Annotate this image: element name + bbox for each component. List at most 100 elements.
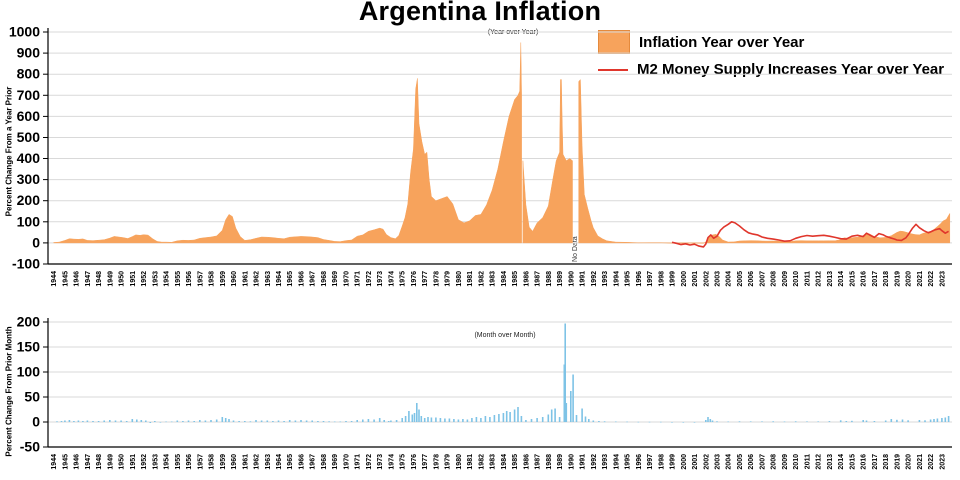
mom-bar	[572, 374, 574, 422]
x-tick-label: 2005	[737, 454, 744, 470]
mom-bar	[457, 419, 460, 422]
x-tick-label: 1978	[433, 271, 440, 287]
x-tick-label: 1996	[636, 454, 643, 470]
x-tick-label: 1984	[501, 454, 508, 470]
x-tick-label: 2015	[849, 454, 856, 470]
mom-bar	[592, 420, 595, 422]
x-tick-label: 1952	[141, 271, 148, 287]
mom-bar	[182, 421, 184, 422]
mom-bar	[884, 420, 887, 422]
x-tick-label: 1951	[130, 454, 137, 470]
mom-bar	[563, 364, 566, 422]
x-tick-label: 2017	[872, 271, 879, 287]
x-tick-label: 1960	[231, 271, 238, 287]
x-tick-label: 1988	[546, 271, 553, 287]
x-tick-label: 1959	[220, 271, 227, 287]
mom-bar	[550, 409, 553, 422]
x-tick-label: 2007	[759, 271, 766, 287]
mom-bar	[244, 421, 246, 422]
x-tick-label: 1978	[433, 454, 440, 470]
mom-bar	[439, 418, 442, 422]
x-tick-label: 1944	[51, 454, 58, 470]
mom-bar	[944, 417, 947, 422]
x-tick-label: 1977	[422, 271, 429, 287]
mom-bar	[738, 421, 741, 423]
x-tick-label: 2004	[726, 454, 733, 470]
y-tick-label: 300	[17, 171, 41, 187]
x-tick-label: 2001	[692, 271, 699, 287]
x-tick-label: 2011	[804, 271, 811, 286]
x-tick-label: 2005	[737, 271, 744, 287]
mom-bar	[149, 422, 152, 423]
x-tick-label: 2012	[816, 271, 823, 287]
x-tick-label: 1961	[242, 454, 249, 470]
mom-bar	[918, 420, 921, 422]
x-tick-label: 1950	[119, 271, 126, 287]
x-tick-label: 1967	[310, 271, 317, 287]
mom-bar	[345, 421, 347, 422]
mom-bar	[828, 421, 831, 422]
mom-bar	[513, 409, 516, 422]
y-tick-label: 0	[32, 234, 40, 250]
x-tick-label: 2010	[793, 271, 800, 287]
mom-bar	[570, 391, 572, 422]
x-tick-label: 2020	[906, 454, 913, 470]
x-tick-label: 1956	[186, 271, 193, 287]
mom-bar	[339, 421, 342, 423]
x-tick-label: 2022	[928, 271, 935, 287]
mom-bar	[413, 413, 416, 422]
x-tick-label: 1957	[197, 454, 204, 470]
x-tick-label: 1990	[568, 271, 575, 287]
mom-bar	[547, 414, 550, 422]
x-tick-label: 1976	[411, 454, 418, 470]
mom-bar	[727, 421, 729, 423]
x-tick-label: 1985	[512, 271, 519, 287]
mom-bar	[453, 419, 455, 422]
y-tick-label: 0	[32, 414, 40, 430]
x-tick-label: 1966	[298, 271, 305, 287]
mom-bar	[187, 420, 190, 422]
y-tick-label: 400	[17, 150, 41, 166]
mom-bar	[498, 414, 500, 422]
x-tick-label: 2003	[715, 271, 722, 287]
x-tick-label: 1975	[400, 454, 407, 470]
x-tick-label: 2006	[748, 271, 755, 287]
x-tick-label: 1954	[164, 271, 171, 287]
mom-bar	[288, 420, 291, 422]
mom-bar	[565, 403, 568, 422]
mom-bar	[140, 420, 143, 422]
x-tick-label: 1997	[647, 271, 654, 287]
x-tick-label: 1972	[366, 454, 373, 470]
x-tick-label: 1982	[478, 271, 485, 287]
x-tick-label: 1989	[557, 454, 564, 470]
mom-bar	[709, 419, 712, 422]
x-tick-label: 2009	[782, 271, 789, 287]
inflation-area-series	[578, 78, 951, 244]
mom-bar	[554, 408, 556, 422]
x-tick-label: 1975	[400, 271, 407, 287]
x-tick-label: 1987	[535, 271, 542, 287]
y-tick-label: 700	[17, 87, 41, 103]
x-tick-label: 1999	[670, 454, 677, 470]
x-tick-label: 1968	[321, 454, 328, 470]
x-tick-label: 1961	[242, 271, 249, 287]
x-tick-label: 1963	[265, 454, 272, 470]
mom-bar	[564, 323, 566, 422]
mom-bar	[466, 419, 469, 422]
mom-bar	[215, 419, 218, 422]
mom-bar	[711, 420, 714, 422]
mom-bar	[64, 420, 66, 422]
mom-bar	[255, 420, 257, 422]
x-tick-label: 1991	[580, 454, 587, 470]
x-tick-label: 2020	[906, 271, 913, 287]
x-tick-label: 1946	[74, 454, 81, 470]
mom-bar	[416, 403, 418, 422]
mom-bar	[272, 421, 274, 422]
mom-bar	[97, 421, 100, 422]
mom-bar	[901, 419, 904, 422]
x-tick-label: 1969	[332, 454, 339, 470]
mom-bar	[328, 421, 330, 423]
x-tick-label: 2023	[939, 454, 946, 470]
x-tick-label: 1971	[355, 454, 362, 470]
x-tick-label: 2009	[782, 454, 789, 470]
